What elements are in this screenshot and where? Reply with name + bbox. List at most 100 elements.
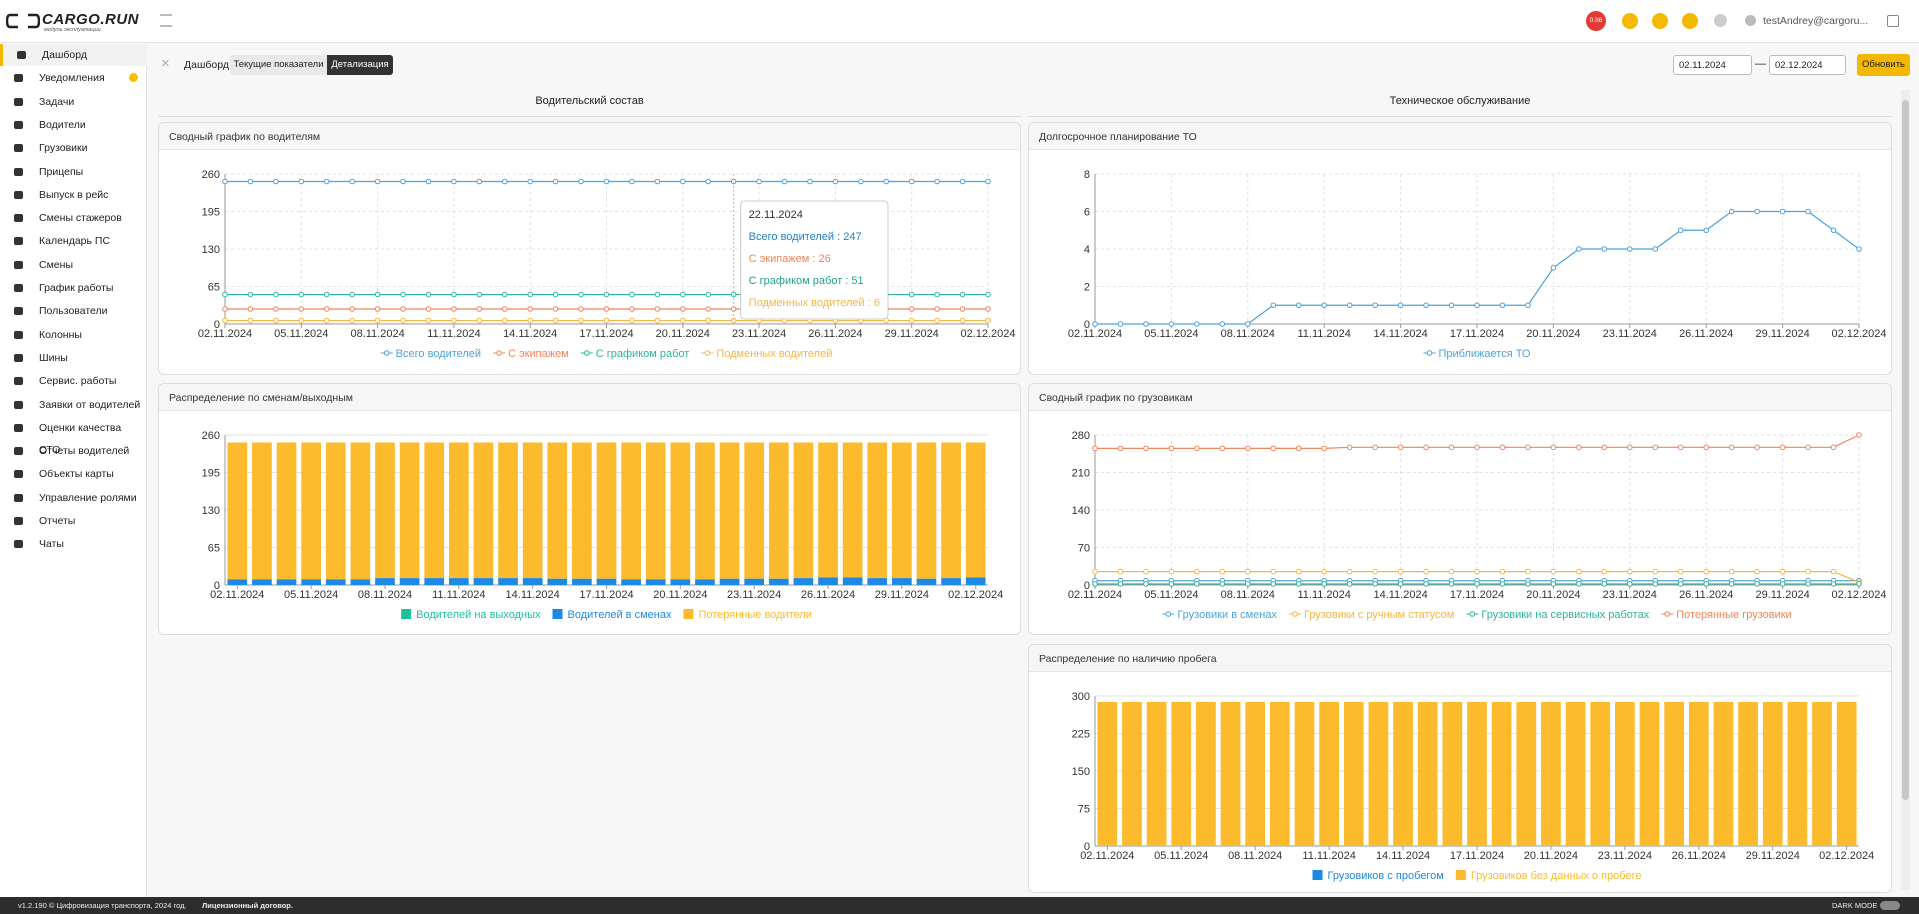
bar-segment	[842, 577, 863, 585]
sidebar-item[interactable]: Пользователи	[0, 300, 145, 322]
legend-item[interactable]: Приближается ТО	[1423, 348, 1531, 360]
panel-title: Распределение по сменам/выходным	[169, 392, 353, 404]
sidebar-item[interactable]: Грузовики	[0, 137, 145, 159]
point	[578, 317, 584, 324]
y-tick-label: 140	[1072, 505, 1090, 517]
sidebar-icon	[14, 284, 23, 292]
legend-item[interactable]: Грузовиков без данных о пробеге	[1455, 870, 1642, 882]
legend-item[interactable]: Водителей на выходных	[401, 609, 541, 621]
point	[501, 178, 508, 185]
panel-head	[1029, 645, 1891, 672]
sidebar-item[interactable]: Прицепы	[0, 161, 145, 183]
refresh-button[interactable]: Обновить	[1857, 54, 1910, 76]
point	[1677, 444, 1684, 451]
sidebar-item[interactable]: Сервис. работы	[0, 370, 145, 392]
point	[1754, 568, 1760, 575]
point	[1143, 445, 1149, 452]
point	[908, 291, 915, 298]
sidebar-item[interactable]: Водители	[0, 114, 145, 136]
sidebar-icon	[14, 493, 23, 502]
bar-segment	[793, 442, 814, 579]
user-name[interactable]: testAndrey@cargoru...	[1763, 15, 1869, 27]
money-icon[interactable]	[1682, 13, 1698, 29]
scrollbar[interactable]	[1901, 90, 1910, 890]
sidebar-item[interactable]: Дашборд	[0, 44, 148, 66]
x-tick-label: 08.11.2024	[1221, 589, 1275, 601]
point	[451, 306, 457, 312]
settings-icon[interactable]	[1714, 14, 1727, 27]
point	[1779, 568, 1786, 575]
dark-mode-toggle[interactable]	[1880, 901, 1900, 910]
close-icon[interactable]: ×	[161, 55, 170, 72]
point	[1321, 568, 1328, 575]
chart-panel: Сводный график по грузовикам 0 70 140 210 280…	[1028, 383, 1892, 635]
bar-segment	[350, 579, 371, 585]
bar-segment	[276, 442, 297, 580]
legend-marker	[496, 350, 502, 356]
legend-item[interactable]: Всего водителей	[380, 348, 481, 360]
point	[781, 178, 788, 185]
legend-item[interactable]: Грузовики в сменах	[1162, 609, 1277, 621]
legend-item[interactable]: Грузовиков с пробегом	[1312, 870, 1444, 882]
bar-segment	[498, 578, 518, 585]
point	[501, 291, 508, 298]
legend-item[interactable]: С экипажем	[493, 348, 569, 360]
sidebar-item[interactable]: Календарь ПС	[0, 230, 145, 252]
menu-toggle[interactable]	[160, 14, 172, 27]
sidebar-item[interactable]: Отчеты водителей	[0, 440, 145, 462]
legend-item[interactable]: Подменных водителей	[701, 348, 832, 360]
sidebar-item[interactable]: Шины	[0, 347, 145, 369]
badge[interactable]: 0.86	[1586, 11, 1606, 31]
x-tick-label: 02.11.2024	[1068, 589, 1122, 601]
date-to[interactable]: 02.12.2024	[1769, 55, 1846, 75]
legend-marker	[552, 609, 563, 619]
point	[1805, 444, 1811, 451]
legend-item[interactable]: Потерянные водители	[683, 609, 812, 621]
chart: 0 2 4 6 8 02.11.2024 05.11.2024 08.11.2024 11.11…	[1068, 169, 1887, 360]
bar-segment	[1122, 702, 1142, 846]
x-tick-label: 20.11.2024	[653, 589, 707, 601]
chat-icon[interactable]	[1652, 13, 1668, 29]
bar-segment	[695, 442, 715, 580]
sidebar-item[interactable]: Заявки от водителей	[0, 394, 145, 416]
legend-label: Грузовики на сервисных работах	[1481, 609, 1649, 621]
date-from[interactable]: 02.11.2024	[1673, 55, 1752, 75]
bar-segment	[645, 579, 666, 585]
date-sep: —	[1755, 58, 1766, 70]
sidebar-item[interactable]: Чаты	[0, 533, 145, 555]
legend-item[interactable]: Потерянные грузовики	[1661, 609, 1792, 621]
sidebar-item[interactable]: Смены	[0, 254, 145, 276]
footer-link[interactable]: Лицензионный договор.	[202, 901, 293, 910]
x-tick-label: 02.12.2024	[1831, 589, 1886, 601]
sidebar-item[interactable]: Уведомления	[0, 67, 145, 89]
legend-item[interactable]: Грузовики с ручным статусом	[1288, 609, 1454, 621]
point	[1372, 581, 1378, 587]
sidebar-item[interactable]: Отчеты	[0, 510, 145, 532]
help-icon[interactable]	[1622, 13, 1638, 29]
scroll-thumb[interactable]	[1902, 100, 1909, 800]
sidebar-item[interactable]: График работы	[0, 277, 145, 299]
tab-active[interactable]: Детализация	[327, 55, 393, 75]
logout-icon[interactable]	[1887, 15, 1899, 27]
sidebar-item[interactable]: Оценки качества СТО	[0, 417, 145, 456]
y-tick-label: 6	[1084, 207, 1090, 219]
bar-segment	[252, 442, 272, 580]
legend-item[interactable]: Грузовики на сервисных работах	[1466, 609, 1650, 621]
y-tick-label: 2	[1084, 282, 1090, 294]
bar-segment	[1541, 702, 1561, 846]
sidebar-item[interactable]: Смены стажеров	[0, 207, 145, 229]
x-tick-label: 11.11.2024	[1297, 589, 1350, 601]
bar-segment	[547, 442, 568, 579]
sidebar-item[interactable]: Задачи	[0, 91, 145, 113]
legend-item[interactable]: Водителей в сменах	[552, 609, 672, 621]
point	[629, 317, 635, 324]
x-tick-label: 14.11.2024	[503, 328, 557, 340]
legend-label: Грузовики с ручным статусом	[1304, 609, 1454, 621]
sidebar-item[interactable]: Колонны	[0, 324, 145, 346]
sidebar-item[interactable]: Объекты карты	[0, 463, 145, 485]
x-tick-label: 14.11.2024	[1376, 850, 1430, 862]
sidebar-item[interactable]: Выпуск в рейс	[0, 184, 145, 206]
tab[interactable]: Текущие показатели	[230, 55, 327, 75]
legend-item[interactable]: С графиком работ	[580, 348, 690, 360]
sidebar-item[interactable]: Управление ролями	[0, 487, 145, 509]
